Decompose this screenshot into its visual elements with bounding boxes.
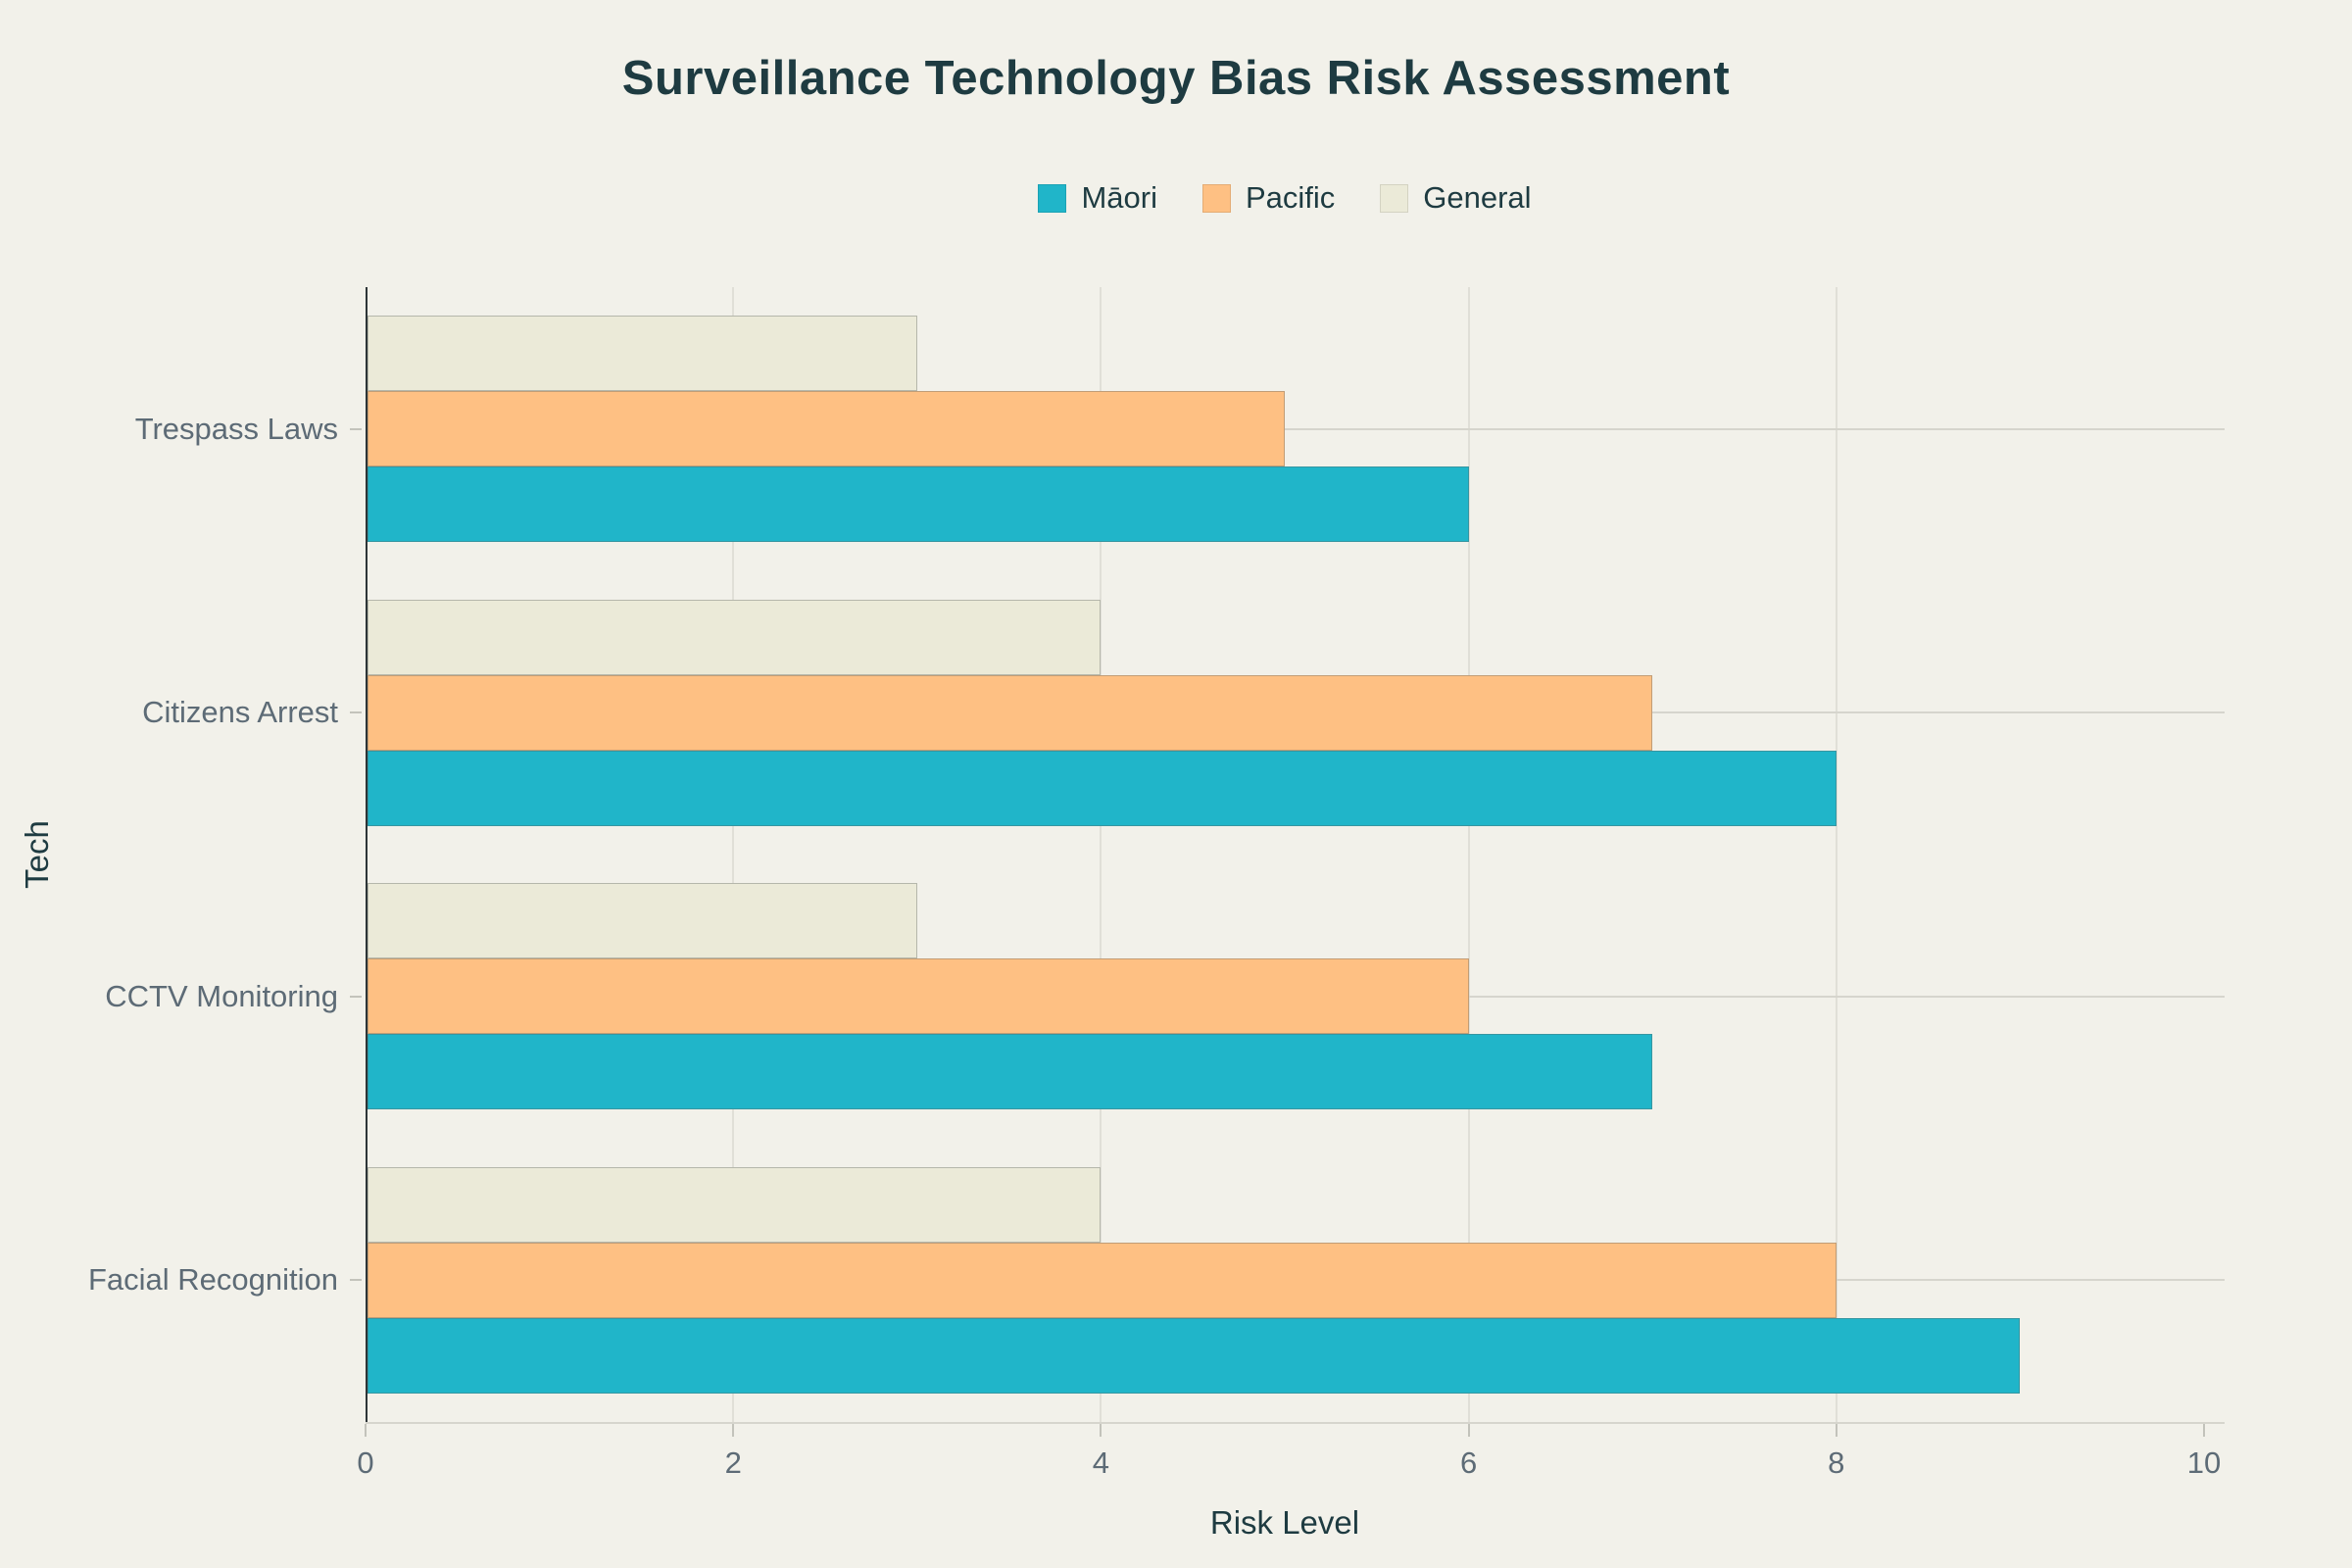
y-axis: Trespass Laws Citizens Arrest CCTV Monitor… — [0, 287, 366, 1422]
x-tick-label-8: 8 — [1828, 1446, 1845, 1480]
category-row-trespass-laws — [366, 287, 2204, 571]
y-tick — [350, 1279, 362, 1282]
legend-label: Pacific — [1245, 180, 1336, 215]
bar-cctv-monitoring-general[interactable] — [368, 883, 917, 959]
x-tick-2 — [732, 1424, 735, 1437]
bar-cctv-monitoring-maori[interactable] — [368, 1034, 1653, 1110]
x-tick-0 — [365, 1424, 367, 1437]
bar-citizens-arrest-pacific[interactable] — [368, 674, 1653, 751]
bar-trespass-laws-maori[interactable] — [368, 466, 1469, 543]
bar-cctv-monitoring-pacific[interactable] — [368, 958, 1469, 1035]
bar-trespass-laws-pacific[interactable] — [368, 391, 1285, 467]
category-row-cctv-monitoring — [366, 855, 2204, 1139]
legend-item-general[interactable]: General — [1380, 180, 1532, 216]
category-row-citizens-arrest — [366, 571, 2204, 856]
legend: Māori Pacific General — [366, 176, 2204, 220]
x-gridline-8 — [1835, 287, 1838, 1422]
x-gridline-2 — [732, 287, 735, 1422]
bar-facial-recognition-general[interactable] — [368, 1166, 1102, 1243]
bar-citizens-arrest-general[interactable] — [368, 599, 1102, 675]
x-tick-label-2: 2 — [724, 1446, 742, 1480]
x-tick-label-4: 4 — [1092, 1446, 1110, 1480]
y-tick-label-facial-recognition: Facial Recognition — [87, 1262, 338, 1298]
bar-facial-recognition-maori[interactable] — [368, 1317, 2021, 1394]
x-tick-10 — [2203, 1424, 2205, 1437]
x-axis-line — [366, 1422, 2225, 1424]
y-tick — [350, 427, 362, 430]
bar-citizens-arrest-maori[interactable] — [368, 750, 1837, 826]
legend-swatch-maori — [1038, 183, 1067, 213]
plot-area — [366, 287, 2225, 1423]
x-axis: 0 2 4 6 8 10 — [357, 1422, 2221, 1530]
y-tick-label-citizens-arrest: Citizens Arrest — [142, 695, 338, 730]
x-gridline-4 — [1100, 287, 1102, 1422]
x-gridline-6 — [1467, 287, 1470, 1422]
bar-trespass-laws-general[interactable] — [368, 316, 917, 392]
legend-swatch-pacific — [1201, 183, 1231, 213]
legend-item-maori[interactable]: Māori — [1038, 180, 1157, 216]
x-tick-8 — [1835, 1424, 1838, 1437]
y-gridline-trespass-laws — [366, 427, 2225, 430]
x-axis-title: Risk Level — [1209, 1504, 1360, 1541]
bar-facial-recognition-pacific[interactable] — [368, 1242, 1837, 1318]
x-tick-6 — [1467, 1424, 1470, 1437]
y-tick — [350, 711, 362, 714]
y-tick-label-trespass-laws: Trespass Laws — [134, 411, 338, 446]
legend-label: Māori — [1081, 180, 1157, 215]
legend-label: General — [1423, 180, 1532, 215]
y-tick-label-cctv-monitoring: CCTV Monitoring — [105, 978, 338, 1013]
legend-item-pacific[interactable]: Pacific — [1201, 180, 1336, 216]
category-row-facial-recognition — [366, 1139, 2204, 1423]
x-tick-label-10: 10 — [2186, 1446, 2222, 1480]
y-tick — [350, 995, 362, 998]
chart-title: Surveillance Technology Bias Risk Assess… — [621, 52, 1731, 105]
x-zeroline — [366, 287, 368, 1422]
x-tick-label-6: 6 — [1459, 1446, 1478, 1480]
x-tick-4 — [1100, 1424, 1102, 1437]
legend-swatch-general — [1380, 183, 1409, 213]
x-tick-label-0: 0 — [357, 1446, 374, 1480]
